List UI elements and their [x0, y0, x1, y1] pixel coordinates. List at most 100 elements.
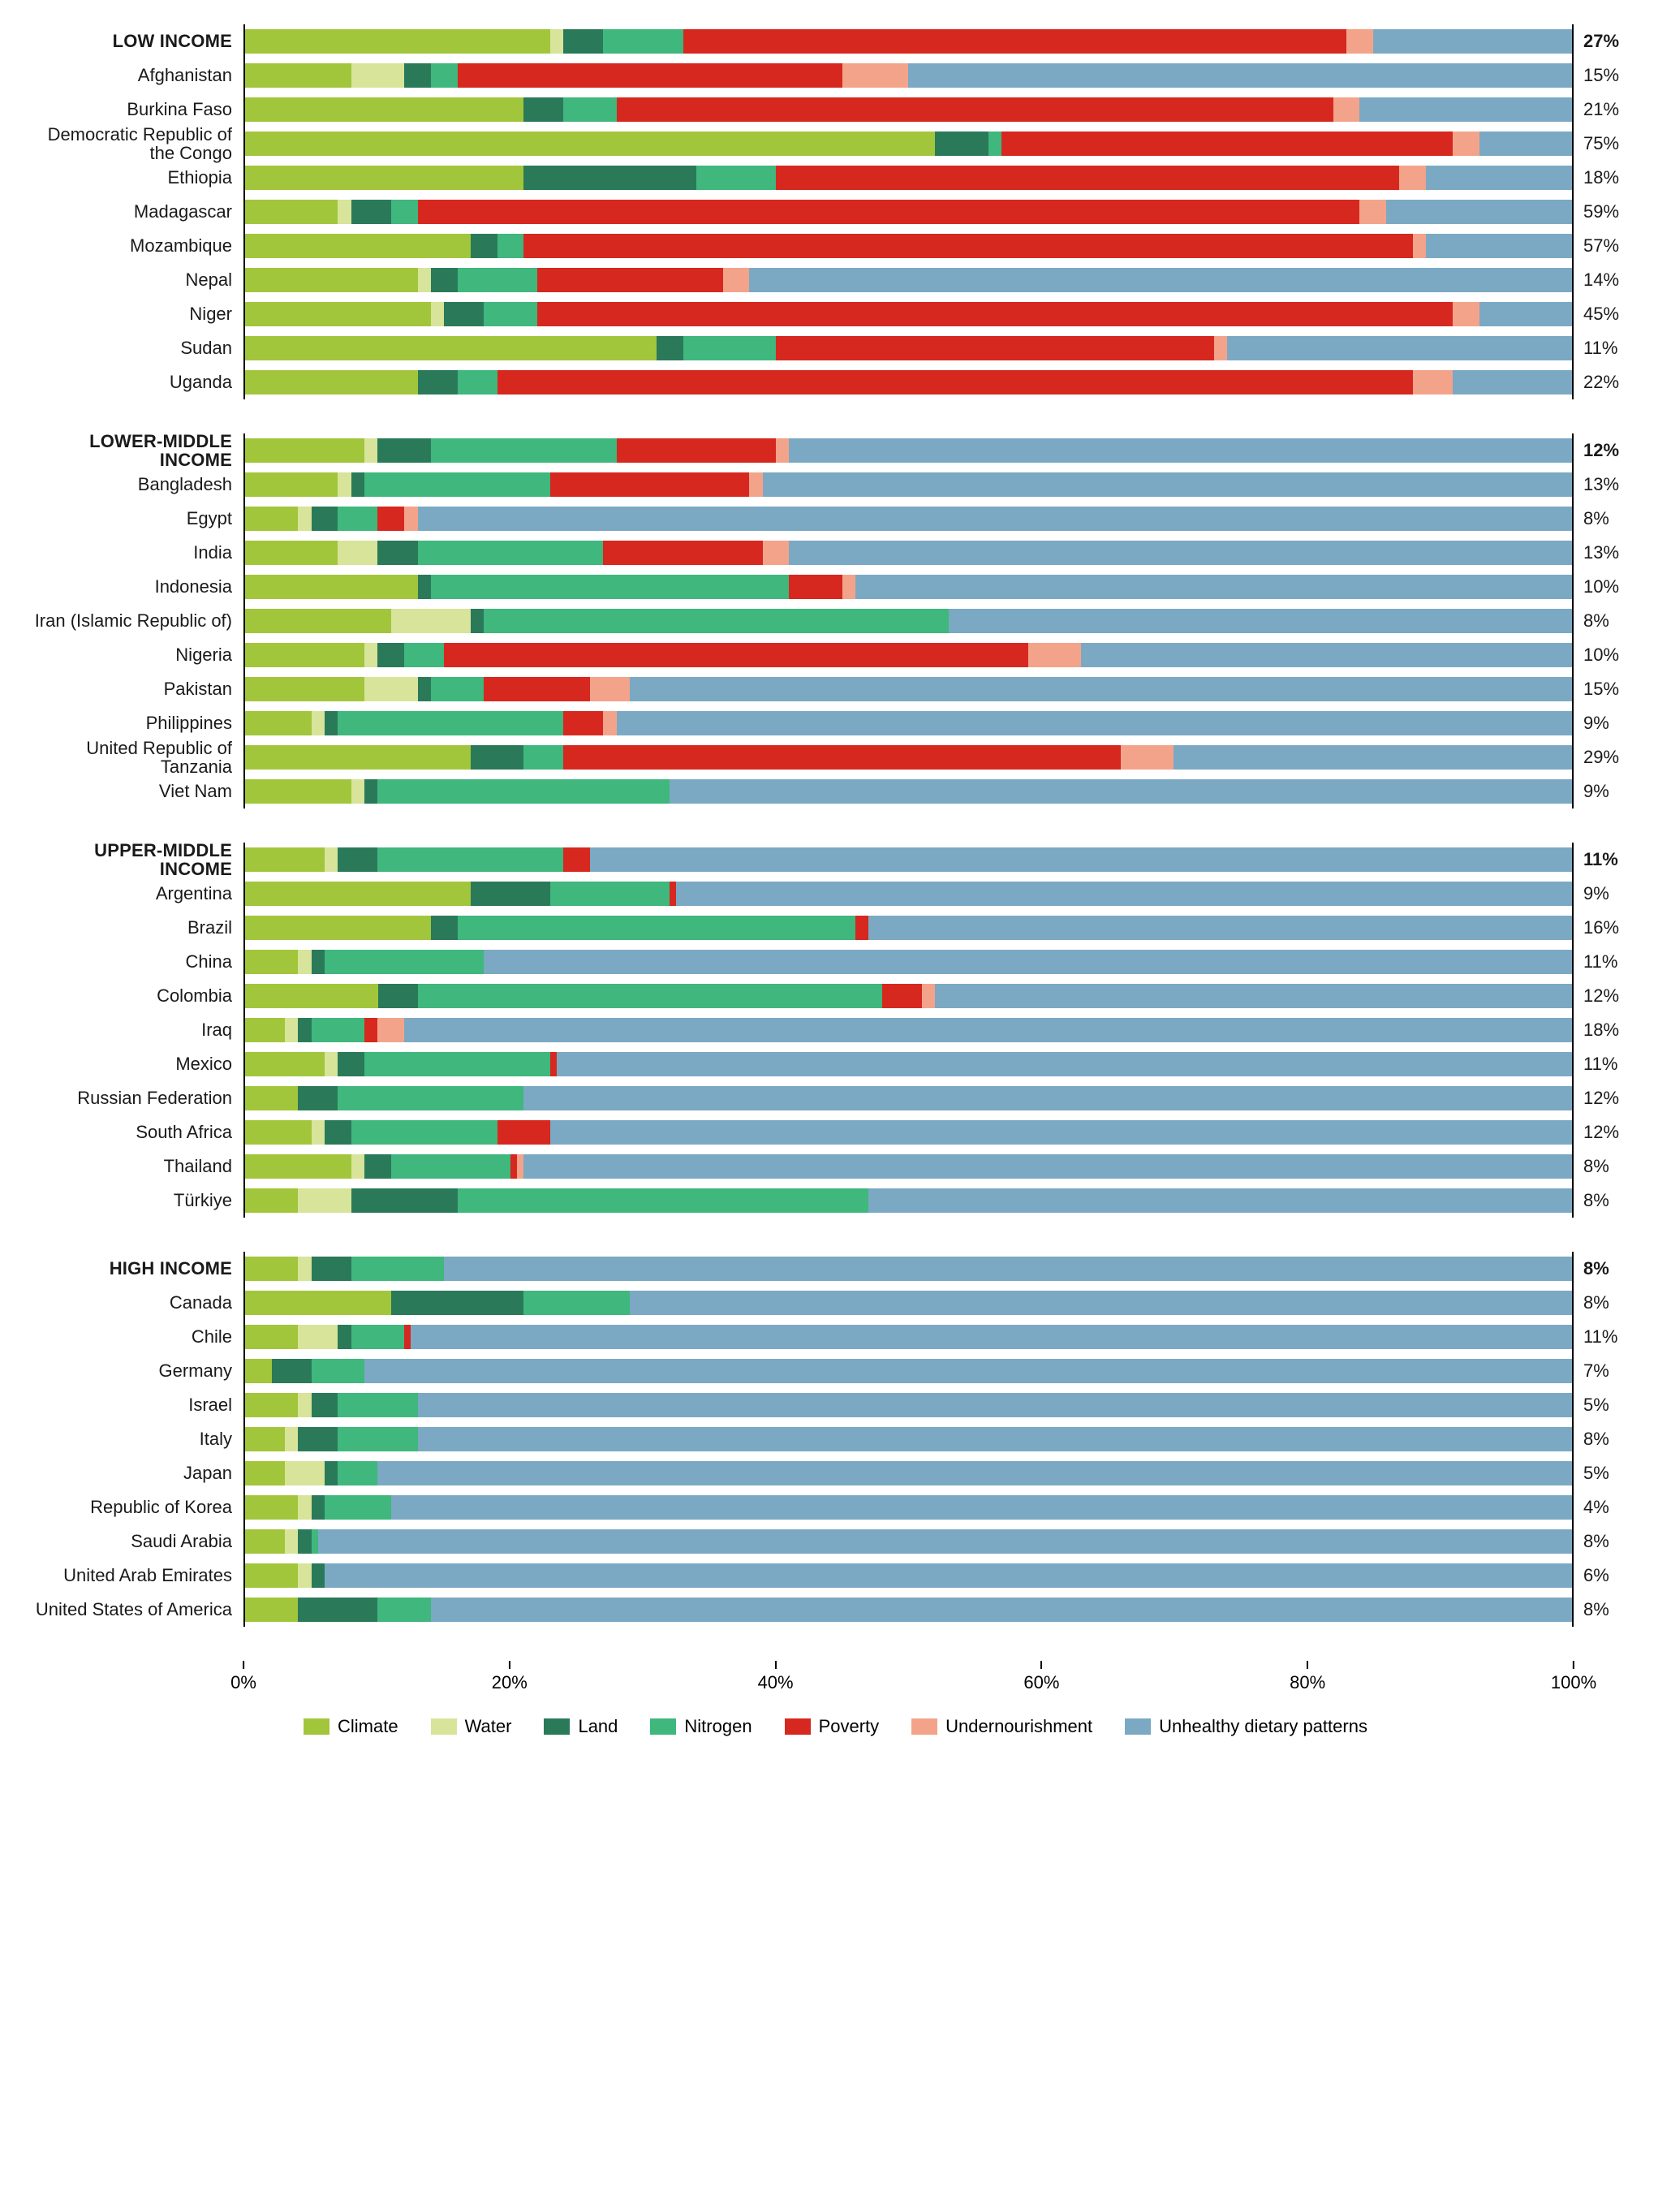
row-label: Bangladesh	[32, 475, 243, 494]
stacked-bar	[245, 336, 1572, 360]
row-label: Nigeria	[32, 645, 243, 664]
bar-segment	[855, 916, 868, 940]
row-label: United Arab Emirates	[32, 1566, 243, 1585]
plot-cell	[243, 1320, 1574, 1354]
bar-segment	[411, 1325, 1572, 1349]
bar-segment	[285, 1461, 325, 1485]
bar-segment	[603, 541, 762, 565]
stacked-bar	[245, 97, 1572, 122]
stacked-bar	[245, 1188, 1572, 1213]
stacked-bar	[245, 575, 1572, 599]
row-value: 9%	[1574, 781, 1639, 802]
data-row: United States of America8%	[32, 1593, 1639, 1627]
plot-cell	[243, 365, 1574, 399]
stacked-bar	[245, 711, 1572, 735]
row-value: 15%	[1574, 679, 1639, 700]
bar-segment	[1359, 97, 1572, 122]
plot-cell	[243, 604, 1574, 638]
data-row: Chile11%	[32, 1320, 1639, 1354]
bar-segment	[245, 1563, 298, 1588]
bar-segment	[776, 166, 1399, 190]
tick-mark	[1040, 1661, 1042, 1669]
bar-segment	[338, 507, 377, 531]
x-axis: 0%20%40%60%80%100%	[32, 1661, 1639, 1693]
stacked-bar	[245, 29, 1572, 54]
tick-mark	[243, 1661, 244, 1669]
bar-segment	[1479, 132, 1572, 156]
bar-segment	[630, 677, 1572, 701]
bar-segment	[842, 575, 855, 599]
bar-segment	[312, 507, 338, 531]
row-value: 18%	[1574, 1020, 1639, 1041]
bar-segment	[245, 97, 523, 122]
data-row: Israel5%	[32, 1388, 1639, 1422]
bar-segment	[431, 1598, 1572, 1622]
row-label: Democratic Republic of the Congo	[32, 125, 243, 162]
bar-segment	[431, 63, 458, 88]
data-row: Uganda 22%	[32, 365, 1639, 399]
row-value: 22%	[1574, 372, 1639, 393]
stacked-bar	[245, 1598, 1572, 1622]
row-label: Uganda	[32, 373, 243, 391]
bar-segment	[789, 438, 1572, 463]
row-value: 6%	[1574, 1565, 1639, 1586]
bar-segment	[325, 1052, 338, 1076]
bar-segment	[1359, 200, 1386, 224]
stacked-bar	[245, 609, 1572, 633]
bar-segment	[245, 1018, 285, 1042]
bar-segment	[868, 1188, 1572, 1213]
tick-label: 40%	[758, 1672, 794, 1693]
plot-cell	[243, 1286, 1574, 1320]
row-value: 9%	[1574, 713, 1639, 734]
row-value: 5%	[1574, 1395, 1639, 1416]
data-row: Argentina9%	[32, 877, 1639, 911]
row-value: 8%	[1574, 1190, 1639, 1211]
plot-cell	[243, 1252, 1574, 1286]
bar-segment	[1453, 370, 1572, 395]
bar-segment	[563, 745, 1121, 770]
bar-segment	[245, 268, 418, 292]
bar-segment	[377, 1461, 1572, 1485]
bar-segment	[537, 268, 723, 292]
x-tick: 40%	[758, 1661, 794, 1693]
data-row: South Africa12%	[32, 1115, 1639, 1149]
bar-segment	[245, 1427, 285, 1451]
tick-label: 60%	[1023, 1672, 1059, 1693]
plot-cell	[243, 24, 1574, 58]
row-label: LOWER-MIDDLE INCOME	[32, 432, 243, 469]
bar-segment	[676, 882, 1572, 906]
bar-segment	[245, 779, 351, 804]
bar-segment	[364, 438, 377, 463]
bar-segment	[364, 1018, 377, 1042]
bar-segment	[338, 472, 351, 497]
legend-swatch	[304, 1718, 329, 1735]
bar-segment	[444, 643, 1027, 667]
bar-segment	[431, 677, 484, 701]
stacked-bar	[245, 1052, 1572, 1076]
bar-segment	[245, 29, 550, 54]
data-row: Bangladesh13%	[32, 468, 1639, 502]
row-label: Mozambique	[32, 236, 243, 255]
data-row: Iran (Islamic Republic of)8%	[32, 604, 1639, 638]
bar-segment	[418, 541, 604, 565]
bar-segment	[351, 1154, 364, 1179]
plot-cell	[243, 570, 1574, 604]
legend-item: Climate	[304, 1716, 398, 1737]
row-value: 57%	[1574, 235, 1639, 257]
row-label: Italy	[32, 1429, 243, 1448]
row-label: Sudan	[32, 338, 243, 357]
plot-cell	[243, 229, 1574, 263]
group-header-row: UPPER-MIDDLE INCOME11%	[32, 843, 1639, 877]
bar-segment	[245, 1188, 298, 1213]
stacked-bar	[245, 166, 1572, 190]
plot-cell	[243, 58, 1574, 93]
tick-mark	[509, 1661, 510, 1669]
bar-segment	[325, 950, 484, 974]
bar-segment	[696, 166, 776, 190]
bar-segment	[391, 1291, 524, 1315]
bar-segment	[617, 97, 1333, 122]
bar-segment	[312, 1495, 325, 1520]
bar-segment	[364, 1154, 391, 1179]
bar-segment	[404, 643, 444, 667]
bar-segment	[298, 1598, 377, 1622]
